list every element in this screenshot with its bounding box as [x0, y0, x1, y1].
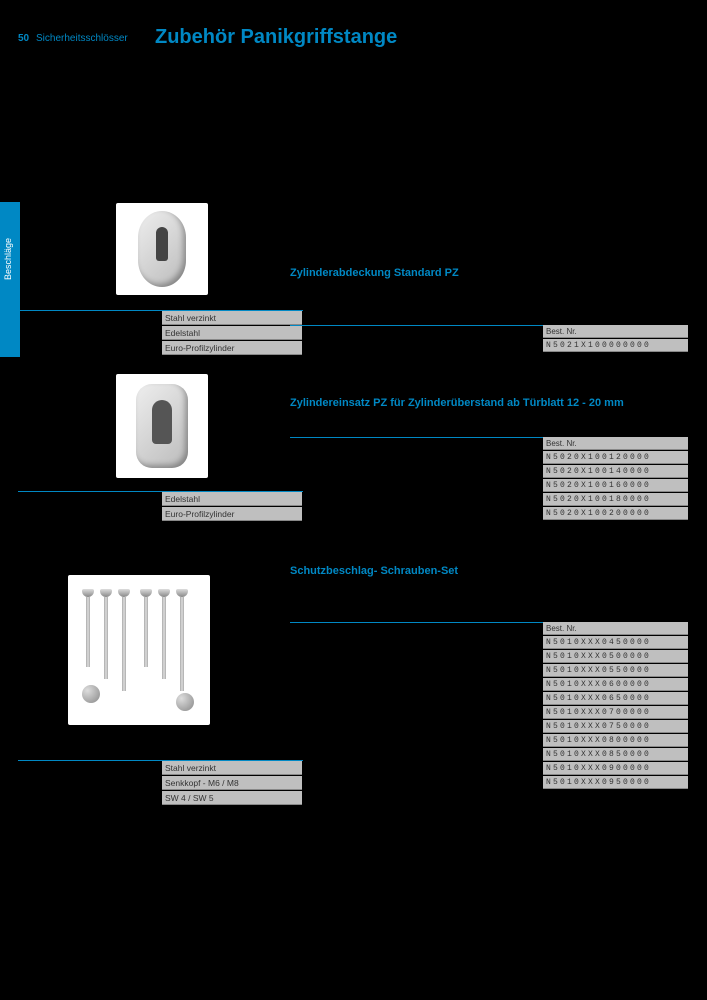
order-row: N5010XXX0850000: [543, 748, 688, 761]
sidebar-tab-label: Beschläge: [3, 238, 13, 280]
spec-row: SW 4 / SW 5: [162, 791, 302, 805]
order-row: N5020X100140000: [543, 465, 688, 478]
order-row: N5020X100180000: [543, 493, 688, 506]
order-header: Best. Nr.: [543, 325, 688, 338]
order-row: N5010XXX0800000: [543, 734, 688, 747]
order-row: N5010XXX0650000: [543, 692, 688, 705]
order-row: N5010XXX0550000: [543, 664, 688, 677]
page-title: Zubehör Panikgriffstange: [155, 26, 397, 49]
order-row: N5020X100160000: [543, 479, 688, 492]
order-block: Best. Nr.N5010XXX0450000N5010XXX0500000N…: [543, 622, 688, 789]
section-title: Zylindereinsatz PZ für Zylinderüberstand…: [290, 397, 624, 409]
order-row: N5010XXX0900000: [543, 762, 688, 775]
spec-row: Euro-Profilzylinder: [162, 507, 302, 521]
order-row: N5020X100120000: [543, 451, 688, 464]
order-row: N5010XXX0950000: [543, 776, 688, 789]
order-row: N5010XXX0750000: [543, 720, 688, 733]
product-image: [68, 575, 210, 725]
spec-row: Edelstahl: [162, 326, 302, 340]
product-image: [116, 203, 208, 295]
order-block: Best. Nr.N5020X100120000N5020X100140000N…: [543, 437, 688, 520]
order-block: Best. Nr.N5021X100000000: [543, 325, 688, 352]
spec-row: Stahl verzinkt: [162, 761, 302, 775]
spec-row: Stahl verzinkt: [162, 311, 302, 325]
product-image: [116, 374, 208, 478]
order-row: N5010XXX0700000: [543, 706, 688, 719]
order-row: N5020X100200000: [543, 507, 688, 520]
spec-block: EdelstahlEuro-Profilzylinder: [162, 491, 302, 521]
section-title: Zylinderabdeckung Standard PZ: [290, 267, 459, 279]
spec-row: Edelstahl: [162, 492, 302, 506]
header-category: Sicherheitsschlösser: [36, 33, 128, 44]
spec-block: Stahl verzinktSenkkopf - M6 / M8SW 4 / S…: [162, 760, 302, 805]
order-row: N5010XXX0600000: [543, 678, 688, 691]
order-row: N5010XXX0450000: [543, 636, 688, 649]
spec-row: Senkkopf - M6 / M8: [162, 776, 302, 790]
order-row: N5021X100000000: [543, 339, 688, 352]
spec-row: Euro-Profilzylinder: [162, 341, 302, 355]
page-number: 50: [18, 33, 29, 44]
order-row: N5010XXX0500000: [543, 650, 688, 663]
order-header: Best. Nr.: [543, 437, 688, 450]
spec-block: Stahl verzinktEdelstahlEuro-Profilzylind…: [162, 310, 302, 355]
order-header: Best. Nr.: [543, 622, 688, 635]
section-title: Schutzbeschlag- Schrauben-Set: [290, 565, 458, 577]
